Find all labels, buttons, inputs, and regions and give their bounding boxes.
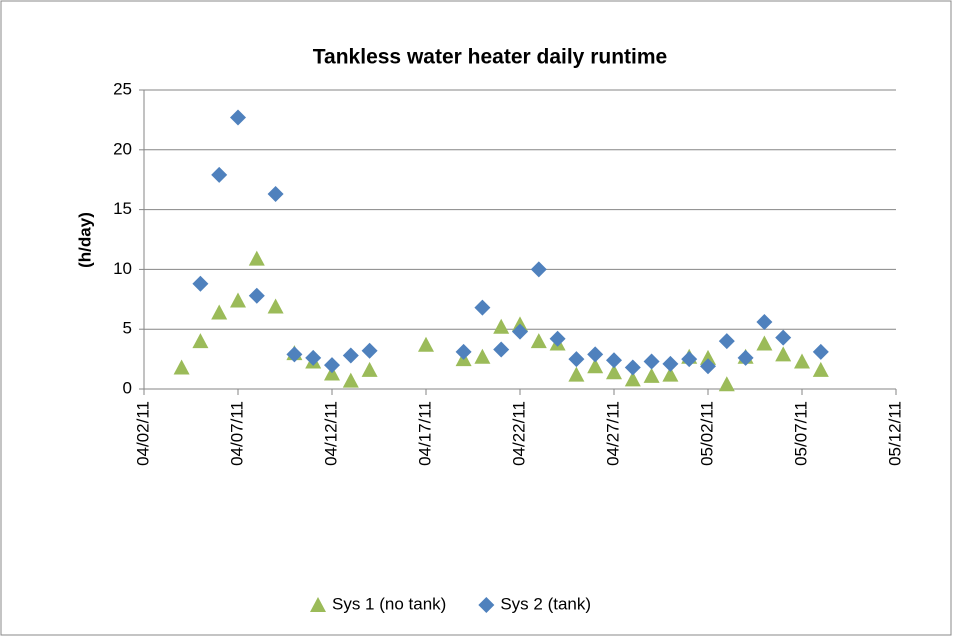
point — [643, 353, 660, 370]
point — [624, 371, 641, 387]
point — [568, 366, 585, 382]
point — [718, 376, 735, 392]
legend-marker — [478, 597, 495, 613]
point — [493, 341, 510, 358]
point — [474, 299, 491, 316]
point — [775, 329, 792, 346]
point — [230, 109, 246, 126]
point — [512, 323, 528, 340]
point — [211, 166, 228, 183]
y-axis-label: (h/day) — [75, 212, 94, 268]
x-tick-label: 05/12/11 — [885, 401, 904, 466]
legend-label: Sys 1 (no tank) — [332, 594, 446, 613]
point — [812, 343, 829, 360]
point — [267, 186, 284, 203]
x-tick-label: 04/12/11 — [321, 401, 340, 466]
point — [568, 351, 585, 368]
point — [737, 349, 754, 366]
point — [812, 361, 829, 377]
point — [493, 318, 510, 334]
point — [587, 346, 604, 363]
point — [267, 298, 284, 314]
x-tick-label: 05/07/11 — [791, 401, 810, 466]
point — [474, 348, 491, 364]
point — [324, 357, 340, 374]
point — [286, 346, 303, 363]
x-tick-label: 05/02/11 — [697, 401, 716, 466]
point — [662, 355, 679, 372]
point — [549, 330, 566, 347]
point — [248, 287, 265, 304]
legend-marker — [310, 597, 326, 612]
point — [624, 359, 641, 376]
point — [530, 261, 547, 278]
point — [342, 372, 359, 388]
x-tick-label: 04/02/11 — [133, 401, 152, 466]
y-tick-label: 0 — [123, 378, 132, 397]
point — [606, 364, 622, 380]
y-tick-label: 15 — [113, 199, 132, 218]
point — [756, 314, 773, 331]
point — [794, 353, 810, 369]
point — [587, 358, 604, 374]
x-tick-label: 04/22/11 — [509, 401, 528, 466]
x-tick-label: 04/07/11 — [227, 401, 246, 466]
y-tick-label: 5 — [123, 319, 132, 338]
point — [718, 333, 735, 350]
point — [775, 346, 792, 362]
point — [230, 292, 246, 308]
point — [211, 304, 228, 320]
point — [418, 336, 434, 352]
point — [455, 343, 472, 360]
y-tick-label: 10 — [113, 259, 132, 278]
point — [342, 347, 359, 364]
point — [756, 335, 773, 351]
chart-title: Tankless water heater daily runtime — [313, 46, 667, 69]
point — [361, 361, 378, 377]
point — [700, 358, 716, 375]
y-tick-label: 25 — [113, 79, 132, 98]
point — [305, 349, 322, 366]
point — [681, 351, 698, 368]
point — [173, 359, 190, 375]
x-tick-label: 04/17/11 — [415, 401, 434, 466]
x-tick-label: 04/27/11 — [603, 401, 622, 466]
point — [361, 342, 378, 359]
point — [192, 333, 209, 349]
point — [643, 367, 660, 383]
point — [700, 349, 716, 365]
legend-label: Sys 2 (tank) — [500, 594, 591, 613]
point — [662, 366, 679, 382]
point — [192, 275, 209, 292]
point — [530, 333, 547, 349]
point — [248, 250, 265, 266]
point — [606, 352, 622, 369]
y-tick-label: 20 — [113, 139, 132, 158]
